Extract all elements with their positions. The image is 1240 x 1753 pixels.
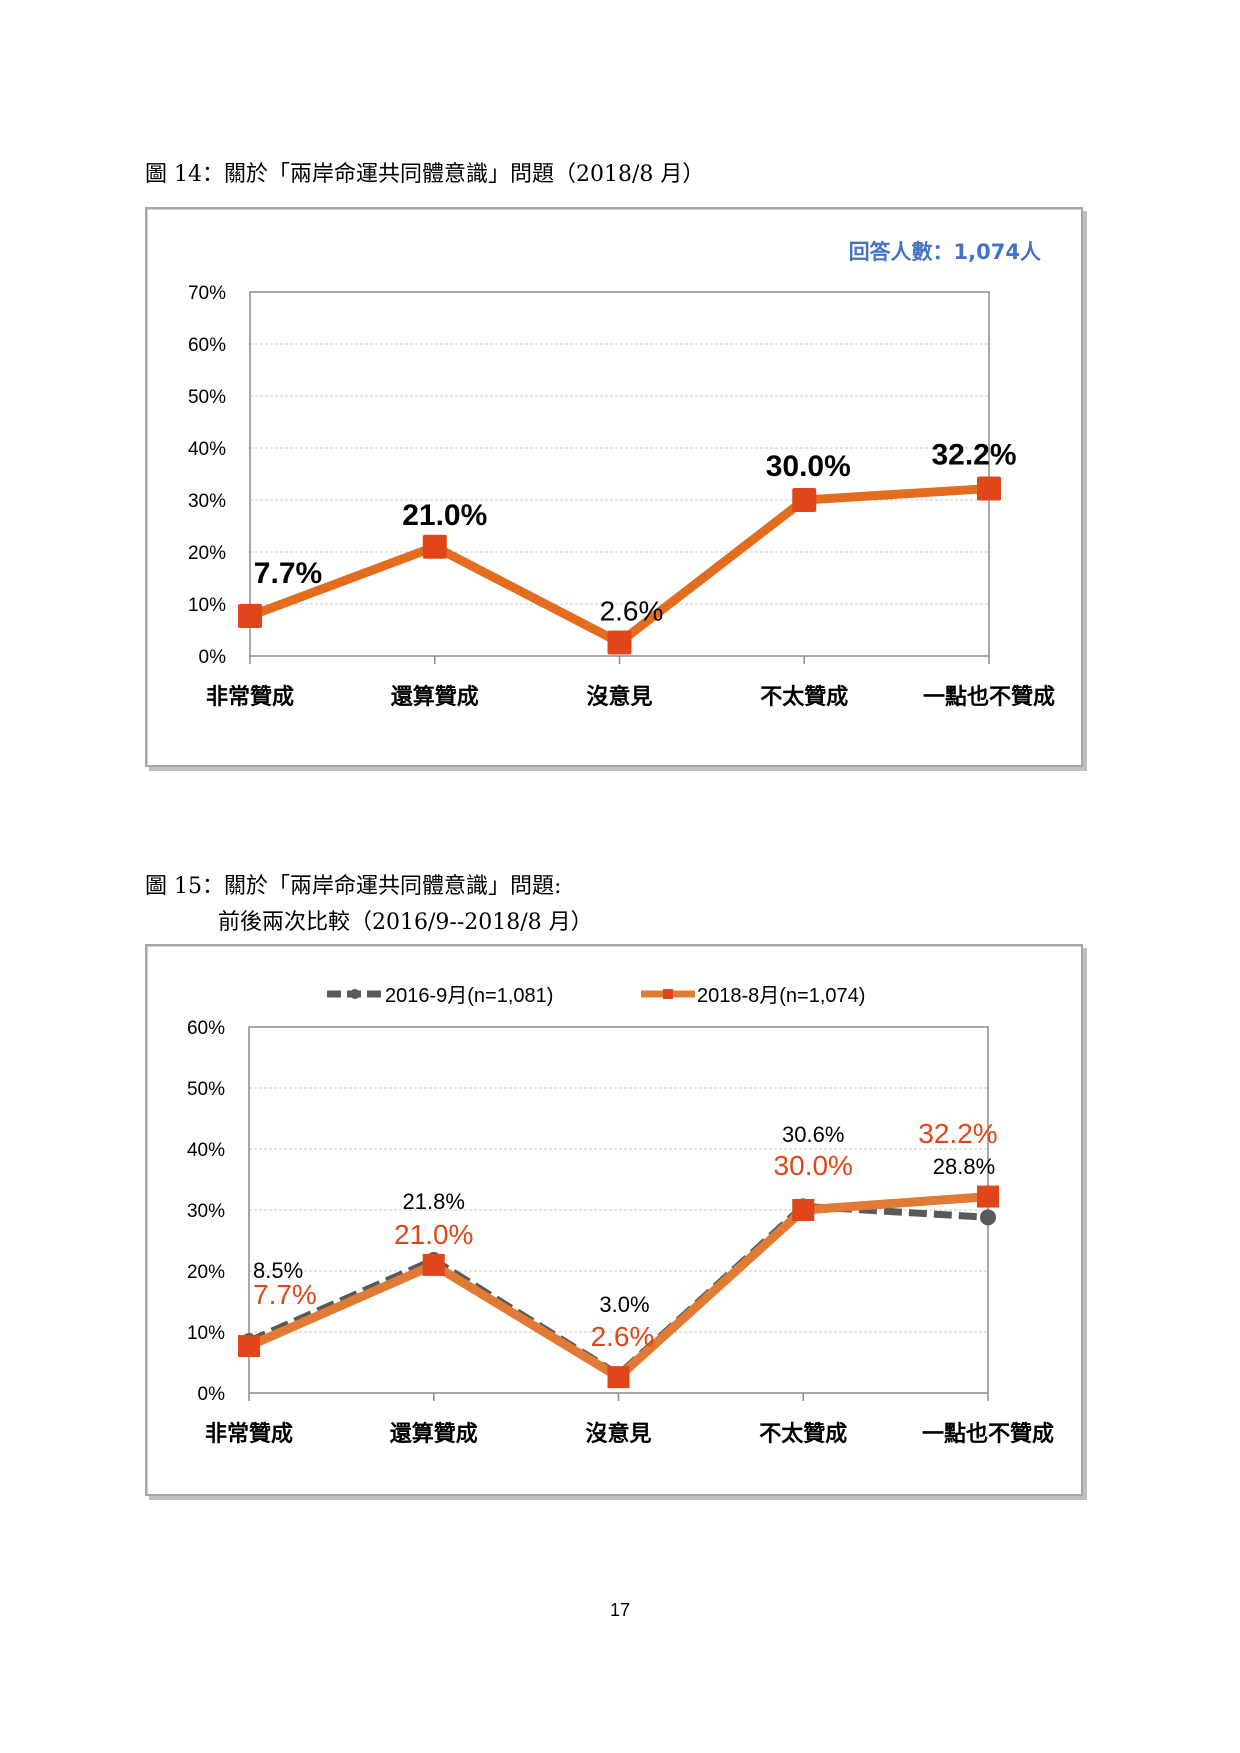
- series-2016-data-label: 30.6%: [782, 1122, 844, 1147]
- data-label: 7.7%: [254, 557, 322, 590]
- chart14-y-tick-label: 40%: [188, 439, 226, 460]
- x-tick-label-1: 還算贊成: [391, 684, 479, 710]
- respondents-note: 回答人數：1,074人: [849, 240, 1041, 264]
- x-tick-label-3: 不太贊成: [760, 685, 848, 710]
- x-tick-label-2: 沒意見: [586, 684, 652, 710]
- chart15-y-tick-label: 30%: [187, 1201, 225, 1222]
- series-2016-marker: [980, 1209, 996, 1226]
- series-2016-data-label: 28.8%: [933, 1154, 995, 1179]
- series-2018-marker: [792, 1199, 815, 1221]
- data-point-marker: [238, 603, 262, 628]
- chart14-y-tick-label: 60%: [188, 335, 226, 356]
- chart-14-svg: 0% 10% 20% 30% 40% 50% 60% 70% 非常贊成 還算贊成 沒意見 不太贊成 一點…: [188, 240, 1055, 710]
- chart15-y-tick-label: 10%: [187, 1323, 225, 1344]
- data-point-marker: [607, 630, 632, 655]
- series-2018-data-label: 32.2%: [918, 1118, 997, 1149]
- figure-15-subtitle: 前後兩次比較（2016/9--2018/8 月）: [218, 910, 593, 935]
- chart14-y-tick-label: 30%: [188, 491, 226, 512]
- figure-14-title: 圖 14：關於「兩岸命運共同體意識」問題（2018/8 月）: [145, 162, 705, 187]
- data-label: 21.0%: [402, 499, 487, 532]
- chart14-y-tick-label: 20%: [188, 543, 226, 564]
- chart-15: 0% 10% 20% 30% 40% 50% 60% 非常贊成 還算贊成 沒意見 不太贊成 一點也不贊…: [145, 944, 1083, 1496]
- chart15-y-tick-label: 40%: [187, 1140, 225, 1161]
- series-2016-data-label: 21.8%: [403, 1189, 465, 1214]
- figure-15-title: 圖 15：關於「兩岸命運共同體意識」問題:: [145, 874, 562, 899]
- x-tick-label-1: 還算贊成: [390, 1421, 478, 1447]
- x-tick-label-4: 一點也不贊成: [923, 685, 1055, 710]
- series-2018-marker: [607, 1366, 630, 1389]
- series-2018-data-label: 2.6%: [591, 1321, 655, 1352]
- x-tick-label-3: 不太贊成: [759, 1422, 847, 1447]
- data-point-marker: [977, 476, 1001, 501]
- page-number: 17: [609, 1600, 631, 1620]
- x-tick-label-0: 非常贊成: [205, 1421, 293, 1447]
- legend-2016-swatch-marker: [350, 989, 360, 999]
- chart14-y-tick-label: 0%: [199, 647, 227, 668]
- chart15-y-tick-label: 20%: [187, 1262, 225, 1283]
- data-label: 2.6%: [600, 595, 664, 626]
- chart15-y-tick-label: 50%: [187, 1079, 225, 1100]
- chart14-y-tick-label: 50%: [188, 387, 226, 408]
- legend-2016-label: 2016-9月(n=1,081): [385, 985, 553, 1007]
- series-2016-data-label: 3.0%: [599, 1292, 649, 1317]
- x-tick-label-4: 一點也不贊成: [922, 1422, 1054, 1447]
- legend-2018-label: 2018-8月(n=1,074): [697, 985, 865, 1007]
- legend-2018-swatch-marker: [663, 989, 673, 999]
- x-tick-label-0: 非常贊成: [206, 684, 294, 710]
- series-2018-data-label: 7.7%: [253, 1279, 317, 1310]
- chart14-y-tick-label: 70%: [188, 283, 226, 304]
- series-2018-data-label: 21.0%: [394, 1219, 473, 1250]
- chart15-y-tick-label: 60%: [187, 1018, 225, 1039]
- chart15-y-tick-label: 0%: [198, 1384, 226, 1405]
- data-point-marker: [422, 534, 447, 559]
- series-2018-marker: [422, 1253, 445, 1276]
- series-2016-data-label: 8.5%: [253, 1258, 303, 1283]
- data-point-marker: [792, 488, 817, 512]
- data-label: 30.0%: [766, 450, 851, 483]
- chart-14: 0% 10% 20% 30% 40% 50% 60% 70% 非常贊成 還算贊成 沒意見 不太贊成 一點…: [145, 207, 1083, 767]
- series-2018-marker: [977, 1185, 999, 1208]
- chart-15-svg: 0% 10% 20% 30% 40% 50% 60% 非常贊成 還算贊成 沒意見 不太贊成 一點也不贊…: [187, 985, 1054, 1447]
- chart14-y-tick-label: 10%: [188, 595, 226, 616]
- series-2018-data-label: 30.0%: [774, 1150, 853, 1181]
- x-tick-label-2: 沒意見: [585, 1421, 651, 1447]
- data-label: 32.2%: [931, 439, 1016, 472]
- series-2018-marker: [238, 1335, 260, 1358]
